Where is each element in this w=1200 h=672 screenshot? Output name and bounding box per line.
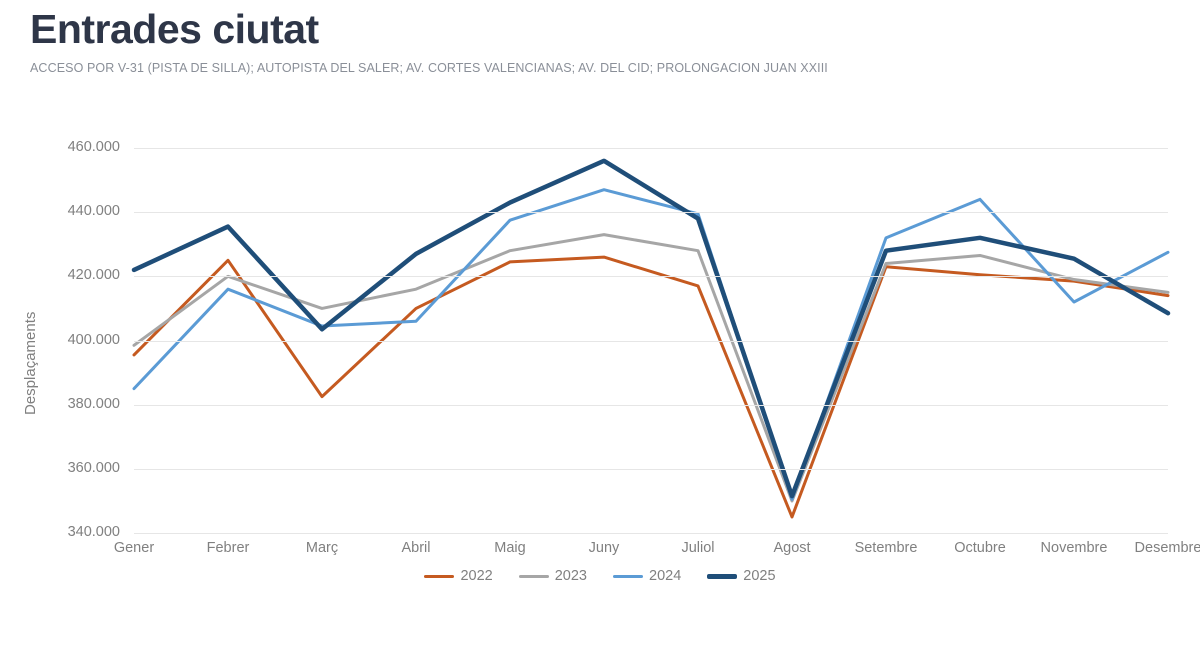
x-axis-tick-label: Octubre: [954, 540, 1006, 556]
x-axis-tick-label: Març: [305, 540, 339, 556]
legend-label: 2022: [460, 568, 493, 584]
legend-item-2022[interactable]: 2022: [424, 568, 493, 584]
legend-swatch-icon: [518, 574, 549, 578]
gridline: [134, 533, 1168, 534]
legend-label: 2024: [649, 568, 682, 584]
gridline: [134, 212, 1168, 213]
y-axis-title: Desplaçaments: [22, 311, 39, 415]
gridline: [134, 405, 1168, 406]
gridline: [134, 148, 1168, 149]
series-line-2024: [132, 188, 1170, 501]
gridline: [134, 276, 1168, 277]
x-axis-tick-label: Juliol: [681, 540, 715, 556]
x-axis-tick-label: Gener: [113, 540, 155, 556]
x-axis-tick-label: Febrer: [206, 540, 250, 556]
legend-item-2023[interactable]: 2023: [518, 568, 587, 584]
chart-header: Entrades ciutat ACCESO POR V-31 (PISTA D…: [30, 6, 1170, 76]
chart-legend: 2022 2023 2024 2025: [0, 568, 1200, 584]
y-axis-tick-label: 440.000: [67, 203, 120, 220]
legend-label: 2023: [554, 568, 587, 584]
series-line-2022: [132, 255, 1170, 519]
x-axis-tick-label: Maig: [494, 540, 526, 556]
page-title: Entrades ciutat: [30, 6, 319, 52]
x-axis-tick-label: Juny: [588, 540, 620, 556]
y-axis-tick-label: 420.000: [67, 267, 120, 284]
chart-subtitle: ACCESO POR V-31 (PISTA DE SILLA); AUTOPI…: [30, 61, 828, 76]
y-axis-tick-label: 340.000: [67, 524, 120, 540]
y-axis-tick-label: 460.000: [67, 139, 120, 155]
x-axis-tick-label: Novembre: [1040, 540, 1108, 556]
gridline: [134, 469, 1168, 470]
y-axis-tick-label: 380.000: [67, 395, 120, 412]
legend-item-2025[interactable]: 2025: [707, 568, 776, 584]
x-axis-tick-label: Desembre: [1134, 540, 1200, 556]
x-axis-tick-label: Setembre: [854, 540, 918, 556]
legend-swatch-icon: [707, 573, 738, 579]
legend-swatch-icon: [424, 574, 455, 578]
gridline: [134, 341, 1168, 342]
legend-swatch-icon: [613, 574, 643, 578]
x-axis-tick-label: Abril: [401, 540, 431, 556]
series-line-2023: [132, 233, 1170, 503]
y-axis-tick-label: 400.000: [67, 331, 120, 348]
legend-label: 2025: [743, 568, 776, 584]
series-line-2025: [131, 158, 1171, 499]
y-axis-tick-label: 360.000: [67, 459, 120, 476]
legend-item-2024[interactable]: 2024: [613, 568, 681, 584]
x-axis-tick-label: Agost: [773, 540, 811, 556]
